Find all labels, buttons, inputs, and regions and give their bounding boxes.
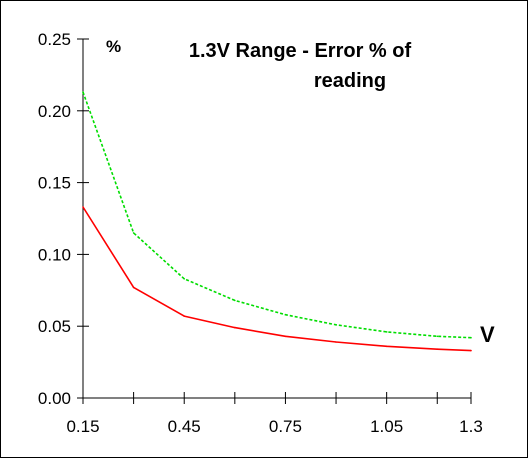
series-1-point bbox=[234, 326, 236, 329]
chart-title-line-2: reading bbox=[314, 70, 386, 92]
series-2-point bbox=[385, 331, 388, 333]
x-tick-label: 0.75 bbox=[269, 417, 302, 436]
series-2-point bbox=[335, 324, 337, 326]
y-tick-label: 0.00 bbox=[38, 389, 71, 408]
y-tick-label: 0.15 bbox=[38, 174, 71, 193]
y-tick-label: 0.25 bbox=[38, 30, 71, 49]
series-1-point bbox=[132, 286, 135, 289]
series-1-point bbox=[470, 349, 472, 352]
series-line-1 bbox=[82, 206, 472, 352]
x-tick-label: 0.45 bbox=[168, 417, 201, 436]
series-2-point bbox=[436, 335, 439, 338]
y-tick-label: 0.10 bbox=[38, 245, 71, 264]
y-tick-label: 0.20 bbox=[38, 102, 71, 121]
series-2-point bbox=[183, 278, 185, 280]
series-1-point bbox=[436, 348, 439, 351]
series-1-point bbox=[284, 335, 287, 338]
series-1-point bbox=[335, 341, 337, 343]
series-2-point bbox=[132, 232, 135, 234]
series-1-point bbox=[385, 345, 388, 348]
series-2-point bbox=[234, 299, 236, 302]
series-layer bbox=[82, 91, 472, 352]
series-2-point bbox=[470, 336, 472, 339]
series-2-point bbox=[284, 313, 287, 316]
x-tick-label: 1.05 bbox=[370, 417, 403, 436]
y-axis-unit-label: % bbox=[106, 37, 121, 56]
y-axis-ticks: 0.00 0.05 0.10 0.15 0.20 0.25 bbox=[38, 30, 89, 408]
x-tick-label: 1.3 bbox=[459, 417, 483, 436]
series-1-point bbox=[82, 206, 84, 208]
y-tick-label: 0.05 bbox=[38, 317, 71, 336]
plot-area bbox=[82, 39, 471, 399]
x-axis-unit-label: V bbox=[480, 322, 495, 347]
series-1-point bbox=[183, 315, 185, 317]
x-tick-label: 0.15 bbox=[66, 417, 99, 436]
x-axis-ticks: 0.15 0.45 0.75 1.05 1.3 bbox=[66, 392, 483, 436]
chart-title-line-1: 1.3V Range - Error % of bbox=[189, 40, 412, 62]
series-2-point bbox=[82, 91, 84, 93]
series-line-2 bbox=[82, 91, 472, 339]
